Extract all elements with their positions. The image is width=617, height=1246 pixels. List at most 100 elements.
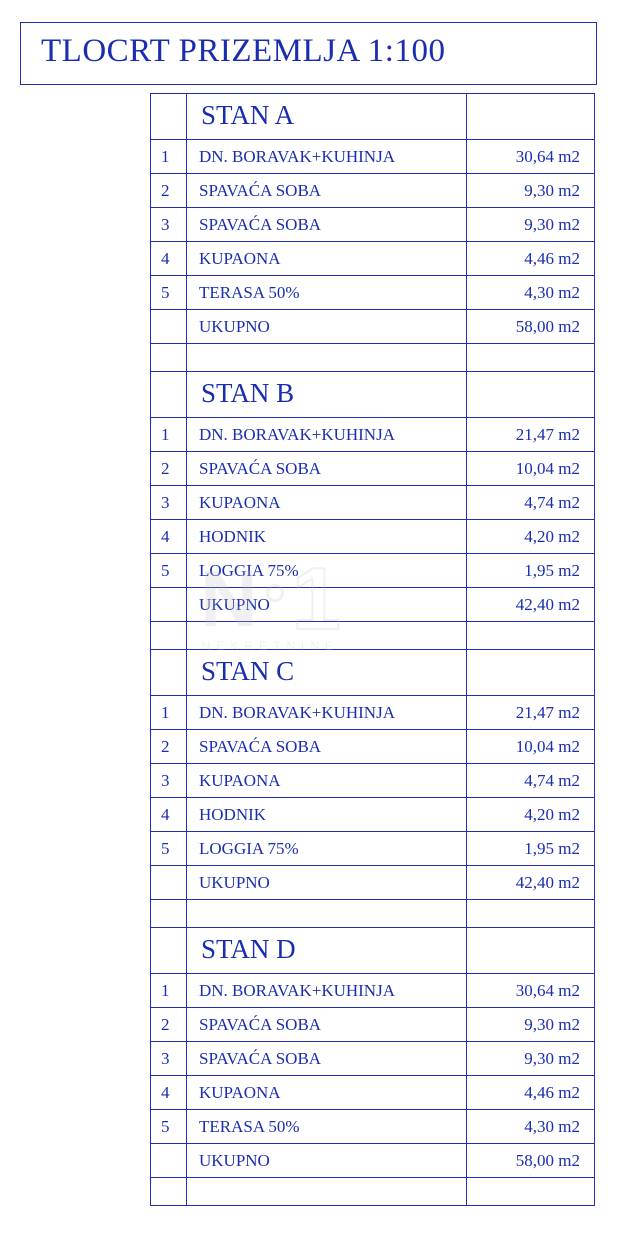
spacer-cell [151, 622, 187, 650]
row-number: 2 [151, 452, 187, 486]
row-description: DN. BORAVAK+KUHINJA [187, 140, 467, 174]
row-description: KUPAONA [187, 242, 467, 276]
row-number: 2 [151, 730, 187, 764]
row-description: SPAVAĆA SOBA [187, 452, 467, 486]
spacer-cell [151, 900, 187, 928]
table-row: 4KUPAONA4,46 m2 [151, 1076, 595, 1110]
row-description: LOGGIA 75% [187, 832, 467, 866]
row-area: 10,04 m2 [467, 730, 595, 764]
row-description: KUPAONA [187, 486, 467, 520]
row-area: 4,74 m2 [467, 486, 595, 520]
table-row: 5TERASA 50%4,30 m2 [151, 1110, 595, 1144]
row-area: 30,64 m2 [467, 974, 595, 1008]
table-row: 2SPAVAĆA SOBA10,04 m2 [151, 730, 595, 764]
spacer-cell [187, 344, 467, 372]
spacer-cell [187, 900, 467, 928]
total-area: 42,40 m2 [467, 866, 595, 900]
row-area: 4,46 m2 [467, 1076, 595, 1110]
section-header: STAN D [187, 928, 467, 974]
table-row: 1DN. BORAVAK+KUHINJA21,47 m2 [151, 418, 595, 452]
spacer-cell [467, 622, 595, 650]
row-number: 4 [151, 798, 187, 832]
row-description: DN. BORAVAK+KUHINJA [187, 974, 467, 1008]
row-description: SPAVAĆA SOBA [187, 208, 467, 242]
section-head-blank [151, 650, 187, 696]
spacer-row [151, 900, 595, 928]
row-number: 4 [151, 520, 187, 554]
row-number: 3 [151, 764, 187, 798]
row-number: 5 [151, 1110, 187, 1144]
row-description: HODNIK [187, 520, 467, 554]
section-header: STAN C [187, 650, 467, 696]
total-area: 58,00 m2 [467, 1144, 595, 1178]
row-area: 9,30 m2 [467, 1008, 595, 1042]
row-area: 10,04 m2 [467, 452, 595, 486]
row-area: 4,30 m2 [467, 276, 595, 310]
spacer-cell [187, 622, 467, 650]
spacer-cell [467, 900, 595, 928]
section-head-blank [151, 94, 187, 140]
table-row: 3SPAVAĆA SOBA9,30 m2 [151, 1042, 595, 1076]
table-row: 1DN. BORAVAK+KUHINJA30,64 m2 [151, 140, 595, 174]
row-description: KUPAONA [187, 1076, 467, 1110]
row-description: DN. BORAVAK+KUHINJA [187, 418, 467, 452]
section-head-blank-area [467, 928, 595, 974]
table-row: 1DN. BORAVAK+KUHINJA21,47 m2 [151, 696, 595, 730]
total-label: UKUPNO [187, 866, 467, 900]
total-label: UKUPNO [187, 310, 467, 344]
total-blank [151, 866, 187, 900]
spacer-row [151, 1178, 595, 1206]
row-description: SPAVAĆA SOBA [187, 1042, 467, 1076]
section-head-blank [151, 372, 187, 418]
table-row: 3KUPAONA4,74 m2 [151, 486, 595, 520]
row-area: 21,47 m2 [467, 696, 595, 730]
table-row: 1DN. BORAVAK+KUHINJA30,64 m2 [151, 974, 595, 1008]
total-blank [151, 588, 187, 622]
row-number: 1 [151, 974, 187, 1008]
row-number: 4 [151, 1076, 187, 1110]
spacer-cell [467, 1178, 595, 1206]
total-row: UKUPNO42,40 m2 [151, 588, 595, 622]
total-row: UKUPNO58,00 m2 [151, 310, 595, 344]
table-row: 2SPAVAĆA SOBA9,30 m2 [151, 1008, 595, 1042]
row-description: TERASA 50% [187, 1110, 467, 1144]
spacer-cell [467, 344, 595, 372]
row-number: 5 [151, 276, 187, 310]
total-label: UKUPNO [187, 588, 467, 622]
row-number: 5 [151, 832, 187, 866]
section-head-blank-area [467, 650, 595, 696]
row-description: KUPAONA [187, 764, 467, 798]
row-description: DN. BORAVAK+KUHINJA [187, 696, 467, 730]
title-box: TLOCRT PRIZEMLJA 1:100 [20, 22, 597, 85]
row-area: 21,47 m2 [467, 418, 595, 452]
row-area: 4,20 m2 [467, 520, 595, 554]
table-row: 2SPAVAĆA SOBA10,04 m2 [151, 452, 595, 486]
section-head-blank-area [467, 94, 595, 140]
spacer-cell [151, 344, 187, 372]
row-area: 9,30 m2 [467, 208, 595, 242]
table-row: 4KUPAONA4,46 m2 [151, 242, 595, 276]
spacer-cell [187, 1178, 467, 1206]
row-number: 3 [151, 208, 187, 242]
row-area: 30,64 m2 [467, 140, 595, 174]
row-description: SPAVAĆA SOBA [187, 174, 467, 208]
row-number: 1 [151, 140, 187, 174]
row-area: 1,95 m2 [467, 554, 595, 588]
table-row: 3SPAVAĆA SOBA9,30 m2 [151, 208, 595, 242]
row-description: LOGGIA 75% [187, 554, 467, 588]
total-row: UKUPNO58,00 m2 [151, 1144, 595, 1178]
row-description: HODNIK [187, 798, 467, 832]
spacer-cell [151, 1178, 187, 1206]
row-number: 2 [151, 174, 187, 208]
table-row: 4HODNIK4,20 m2 [151, 798, 595, 832]
total-label: UKUPNO [187, 1144, 467, 1178]
floorplan-table-wrap: STAN A1DN. BORAVAK+KUHINJA30,64 m22SPAVA… [150, 93, 595, 1206]
table-row: 5LOGGIA 75%1,95 m2 [151, 554, 595, 588]
row-number: 1 [151, 696, 187, 730]
total-area: 42,40 m2 [467, 588, 595, 622]
total-area: 58,00 m2 [467, 310, 595, 344]
section-head-blank [151, 928, 187, 974]
row-number: 4 [151, 242, 187, 276]
row-number: 1 [151, 418, 187, 452]
row-area: 9,30 m2 [467, 1042, 595, 1076]
